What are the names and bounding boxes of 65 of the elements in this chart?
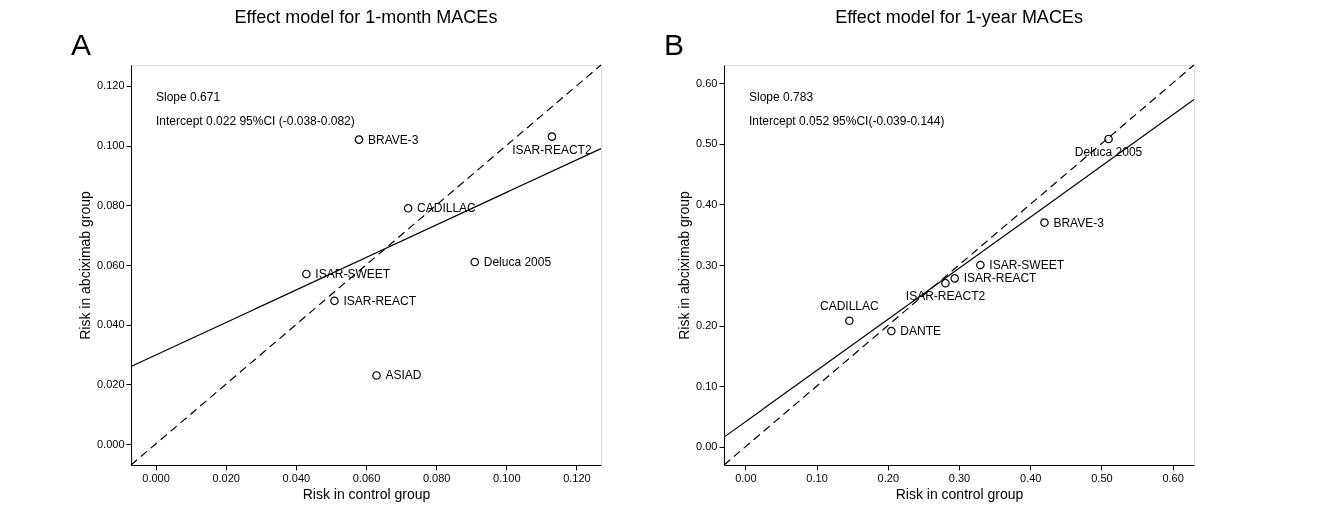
annotation: Intercept 0.022 95%CI (-0.038-0.082) — [156, 114, 355, 128]
point — [330, 296, 339, 306]
x-tick-label: 0.50 — [1091, 471, 1113, 484]
x-tick-label: 0.040 — [282, 471, 311, 484]
point — [1040, 218, 1049, 227]
point — [372, 371, 381, 380]
x-tick-label: 0.120 — [563, 471, 591, 484]
annotation: Intercept 0.052 95%CI(-0.039-0.144) — [749, 114, 945, 128]
point — [547, 132, 557, 141]
annotation: CADILLAC — [417, 201, 477, 216]
point — [403, 203, 413, 213]
y-tick-label: 0.000 — [96, 437, 125, 450]
text: A — [71, 28, 92, 61]
annotation: Slope 0.671 — [156, 90, 221, 104]
annotation: CADILLAC — [819, 298, 880, 313]
x-tick-label: 0.100 — [493, 471, 521, 484]
annotation: ISAR-REACT — [343, 293, 417, 308]
annotation: ISAR-SWEET — [989, 258, 1065, 272]
x-tick-label: 0.30 — [948, 471, 971, 484]
point — [950, 274, 960, 283]
x-tick-label: 0.080 — [422, 471, 451, 484]
annotation: DANTE — [900, 324, 942, 339]
point — [976, 260, 985, 270]
y-tick-label: 0.40 — [696, 197, 718, 210]
x-tick-label: 0.020 — [212, 471, 240, 484]
y-tick-label: 0.020 — [96, 377, 125, 390]
point — [941, 278, 950, 288]
y-axis-title: Risk in abciximab group — [676, 190, 693, 340]
annotation: ISAR-REACT — [963, 271, 1038, 286]
annotation: ASIAD — [385, 368, 422, 383]
y-tick-label: 0.00 — [696, 440, 718, 453]
y-tick-label: 0.30 — [696, 258, 718, 271]
annotation: ISAR-REACT2 — [512, 142, 592, 157]
point — [845, 316, 854, 326]
annotation: Deluca 2005 — [483, 255, 552, 270]
x-axis-title: Risk in control group — [302, 485, 431, 502]
x-tick-label: 0.10 — [806, 471, 828, 484]
x-axis-title: Risk in control group — [895, 485, 1024, 502]
y-tick-label: 0.20 — [696, 319, 718, 332]
chart-title: Effect model for 1-year MACEs — [835, 7, 1083, 27]
y-tick-label: 0.50 — [696, 137, 718, 150]
x-tick-label: 0.000 — [142, 471, 170, 484]
point — [354, 135, 364, 144]
point — [470, 257, 480, 267]
y-tick-label: 0.080 — [96, 198, 125, 211]
annotation: BRAVE-3 — [1053, 215, 1105, 230]
x-tick-label: 0.060 — [352, 471, 381, 484]
chart-title: Effect model for 1-month MACEs — [234, 7, 498, 27]
x-tick-label: 0.00 — [735, 471, 757, 484]
point — [302, 269, 311, 279]
x-tick-label: 0.60 — [1162, 471, 1184, 484]
x-tick-label: 0.40 — [1020, 471, 1042, 484]
point — [887, 326, 896, 336]
y-tick-label: 0.060 — [96, 258, 125, 271]
y-tick-label: 0.100 — [96, 139, 125, 152]
y-tick-label: 0.120 — [96, 79, 125, 92]
y-tick-label: 0.60 — [696, 76, 718, 89]
y-tick-label: 0.10 — [696, 379, 718, 392]
point — [1104, 134, 1113, 144]
annotation: BRAVE-3 — [367, 132, 419, 147]
text: B — [664, 28, 685, 61]
y-axis-title: Risk in abciximab group — [76, 190, 93, 340]
y-tick-label: 0.040 — [96, 318, 125, 331]
x-tick-label: 0.20 — [877, 471, 899, 484]
annotation: Slope 0.783 — [749, 90, 814, 104]
